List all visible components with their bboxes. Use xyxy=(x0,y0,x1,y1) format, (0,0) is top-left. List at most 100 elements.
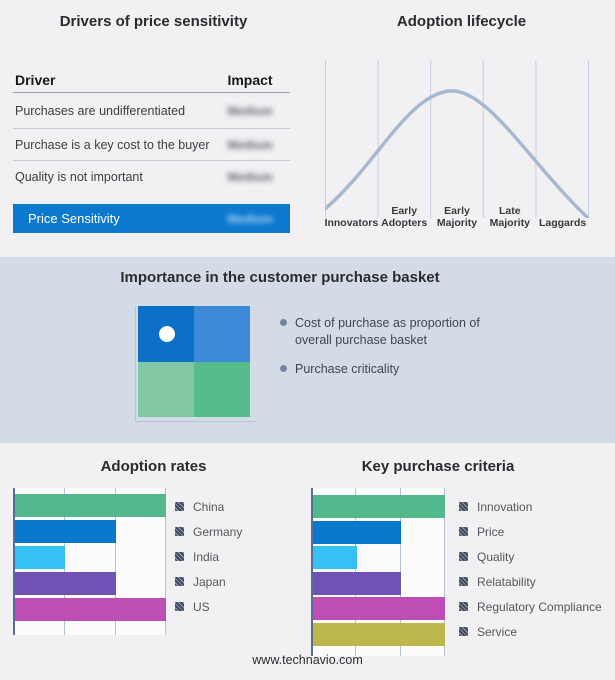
legend-item: Relatability xyxy=(459,569,602,594)
basket-bullet-list: Cost of purchase as proportion of overal… xyxy=(280,315,488,391)
drivers-table-header: Driver Impact xyxy=(13,68,290,93)
legend-label: Relatability xyxy=(477,574,536,589)
bar-us xyxy=(15,598,166,621)
legend-label: China xyxy=(193,499,225,514)
impact-cell-blurred: Medium xyxy=(227,170,273,184)
bottom-charts-section: Adoption rates China Germany xyxy=(0,443,615,680)
stage-label-late-majority: Late Majority xyxy=(489,204,530,229)
gridline xyxy=(165,488,166,635)
impact-cell-blurred: Medium xyxy=(227,137,273,152)
adoption-rates-plot xyxy=(13,488,166,635)
legend-item: China xyxy=(175,494,242,519)
legend-label: Germany xyxy=(193,524,243,539)
stage-label-laggards: Laggards xyxy=(538,216,587,229)
table-row: Purchases are undifferentiated Medium xyxy=(13,93,290,129)
legend-swatch-icon xyxy=(175,502,184,511)
legend-swatch-icon xyxy=(175,577,184,586)
position-marker-dot xyxy=(159,326,175,342)
gridline xyxy=(444,488,445,656)
impact-cell-blurred: Medium xyxy=(227,211,273,226)
legend-label: Regulatory Compliance xyxy=(477,599,602,614)
key-purchase-criteria-title: Key purchase criteria xyxy=(361,458,515,475)
driver-column-header: Driver xyxy=(15,72,56,88)
bar-innovation xyxy=(313,495,445,518)
bar-price xyxy=(313,520,401,544)
legend-swatch-icon xyxy=(175,552,184,561)
legend-swatch-icon xyxy=(175,527,184,536)
legend-label: US xyxy=(193,599,210,614)
legend-item: Germany xyxy=(175,519,242,544)
legend-item: Quality xyxy=(459,544,602,569)
drivers-panel-title: Drivers of price sensitivity xyxy=(59,13,248,30)
criteria-bars xyxy=(313,488,445,656)
legend-swatch-icon xyxy=(459,577,468,586)
lifecycle-curve-plot xyxy=(325,60,589,218)
stage-label-early-majority: Early Majority xyxy=(436,204,478,229)
legend-swatch-icon xyxy=(459,602,468,611)
bar-regulatory-compliance xyxy=(313,597,445,620)
legend-item: India xyxy=(175,544,242,569)
driver-cell: Purchase is a key cost to the buyer xyxy=(15,137,210,152)
bar-india xyxy=(15,546,66,569)
impact-cell-blurred: Medium xyxy=(227,103,273,118)
lifecycle-panel-title: Adoption lifecycle xyxy=(396,13,527,30)
bar-china xyxy=(15,494,166,517)
legend-swatch-icon xyxy=(459,527,468,536)
stage-label-early-adopters: Early Adopters xyxy=(381,204,428,229)
bar-japan xyxy=(15,572,116,595)
price-sensitivity-highlight-row: Price Sensitivity Medium xyxy=(13,204,290,233)
legend-label: India xyxy=(193,549,220,564)
legend-item: Service xyxy=(459,619,602,644)
bar-service xyxy=(313,622,445,646)
quadrant-chart xyxy=(138,306,250,417)
legend-label: Quality xyxy=(477,549,515,564)
lifecycle-stage-labels: Innovators Early Adopters Early Majority… xyxy=(325,196,589,229)
table-row: Quality is not important Medium xyxy=(13,161,290,193)
legend-label: Innovation xyxy=(477,499,533,514)
bar-germany xyxy=(15,520,116,543)
criteria-legend: Innovation Price Quality Relatability Re… xyxy=(459,494,602,644)
legend-swatch-icon xyxy=(459,502,468,511)
legend-swatch-icon xyxy=(459,627,468,636)
bullet-text: Purchase criticality xyxy=(295,362,400,376)
legend-label: Japan xyxy=(193,574,226,589)
y-axis-line xyxy=(13,488,15,635)
bar-quality xyxy=(313,546,357,569)
legend-item: US xyxy=(175,594,242,619)
quadrant-top-right xyxy=(194,306,250,362)
adoption-rates-legend: China Germany India Japan US xyxy=(175,494,242,619)
purchase-basket-band: Importance in the customer purchase bask… xyxy=(0,257,615,443)
quadrant-bottom-left xyxy=(138,361,194,417)
impact-column-header: Impact xyxy=(227,72,273,88)
quadrant-bottom-right xyxy=(194,361,250,417)
bar-relatability xyxy=(313,571,401,595)
legend-swatch-icon xyxy=(175,602,184,611)
legend-item: Regulatory Compliance xyxy=(459,594,602,619)
bullet-item: Cost of purchase as proportion of overal… xyxy=(280,315,488,348)
driver-cell: Purchases are undifferentiated xyxy=(15,103,186,118)
key-purchase-criteria-plot xyxy=(311,488,445,656)
driver-cell: Quality is not important xyxy=(15,170,143,184)
bullet-icon xyxy=(280,365,287,372)
stage-label-innovators: Innovators xyxy=(324,216,379,229)
legend-item: Innovation xyxy=(459,494,602,519)
adoption-lifecycle-chart: Innovators Early Adopters Early Majority… xyxy=(325,60,589,230)
legend-item: Japan xyxy=(175,569,242,594)
adoption-rates-title: Adoption rates xyxy=(100,458,207,475)
legend-item: Price xyxy=(459,519,602,544)
website-url: www.technavio.com xyxy=(252,653,363,667)
adoption-rates-bars xyxy=(15,488,166,635)
legend-label: Price xyxy=(477,524,505,539)
bullet-text: Cost of purchase as proportion of overal… xyxy=(295,316,480,347)
y-axis-line xyxy=(311,488,313,656)
quadrant-axis xyxy=(135,306,256,422)
legend-label: Service xyxy=(477,624,518,639)
basket-band-title: Importance in the customer purchase bask… xyxy=(120,269,440,286)
bell-curve xyxy=(325,89,589,218)
gridline xyxy=(115,488,116,635)
bullet-icon xyxy=(280,319,287,326)
bullet-item: Purchase criticality xyxy=(280,361,488,378)
driver-cell: Price Sensitivity xyxy=(28,211,120,226)
table-row: Purchase is a key cost to the buyer Medi… xyxy=(13,129,290,161)
